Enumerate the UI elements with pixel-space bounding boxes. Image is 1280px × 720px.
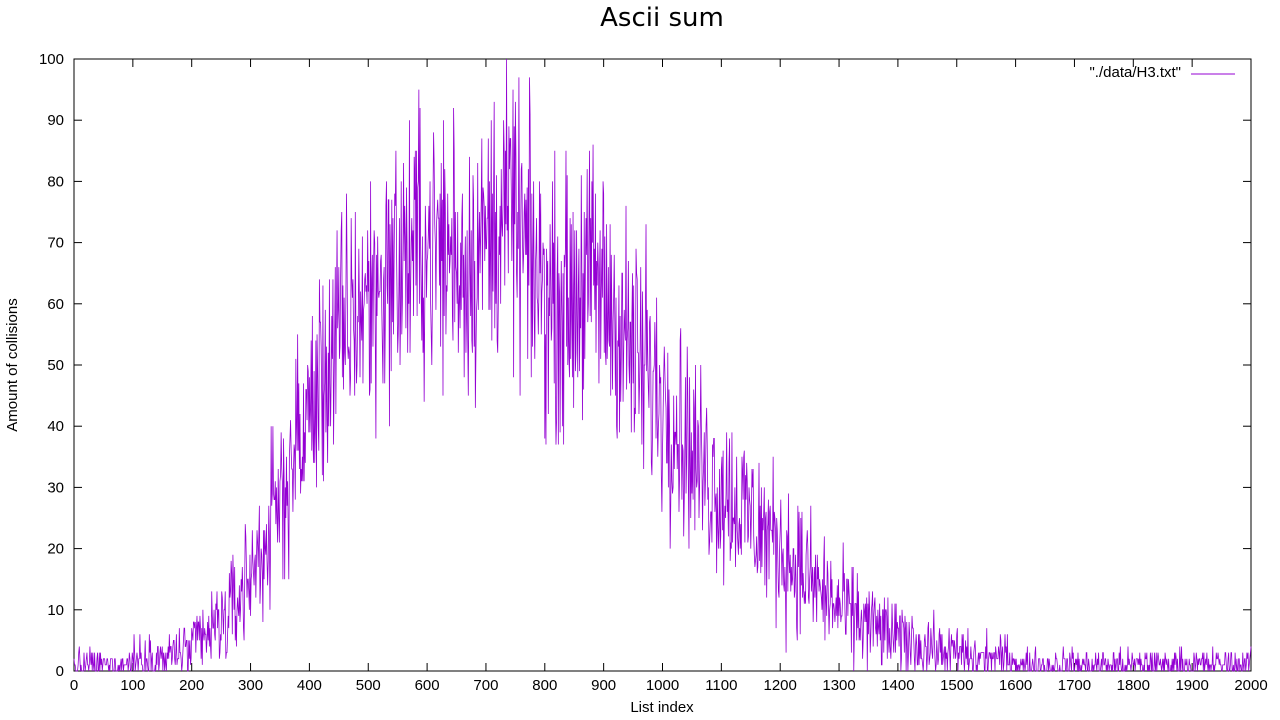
- x-tick-label: 1800: [1117, 677, 1150, 694]
- series-group: [73, 58, 1252, 672]
- x-tick-label: 1200: [764, 677, 797, 694]
- x-tick-label: 400: [297, 677, 322, 694]
- x-tick-label: 1600: [999, 677, 1032, 694]
- x-tick-label: 1100: [705, 677, 737, 694]
- x-axis-title: List index: [630, 699, 694, 716]
- y-tick-label: 80: [47, 173, 64, 190]
- y-tick-label: 50: [47, 357, 64, 374]
- x-tick-label: 700: [473, 677, 498, 694]
- y-tick-label: 20: [47, 541, 64, 558]
- x-tick-label: 1900: [1175, 677, 1208, 694]
- legend: "./data/H3.txt": [1089, 64, 1235, 81]
- series-line: [73, 58, 1252, 672]
- x-tick-label: 1300: [822, 677, 855, 694]
- y-tick-label: 10: [47, 602, 64, 619]
- x-tick-label: 500: [356, 677, 381, 694]
- x-tick-label: 1400: [881, 677, 914, 694]
- y-axis-ticks: 0 10 20 30 40 50 60 70 80 90 100: [39, 51, 1251, 680]
- x-tick-label: 1000: [646, 677, 679, 694]
- x-axis-ticks: 0 100 200 300 400 500 600 700 800 900 1000 1100 1200…: [70, 59, 1268, 694]
- x-tick-label: 300: [238, 677, 263, 694]
- y-tick-label: 0: [56, 663, 64, 680]
- x-tick-label: 200: [179, 677, 204, 694]
- legend-label: "./data/H3.txt": [1089, 64, 1181, 81]
- x-tick-label: 800: [532, 677, 557, 694]
- x-tick-label: 600: [415, 677, 440, 694]
- y-tick-label: 40: [47, 418, 64, 435]
- chart-title: Ascii sum: [600, 3, 724, 33]
- x-tick-label: 100: [120, 677, 145, 694]
- x-tick-label: 1500: [940, 677, 973, 694]
- y-tick-label: 90: [47, 112, 64, 129]
- y-tick-label: 30: [47, 479, 64, 496]
- y-tick-label: 70: [47, 235, 64, 252]
- y-axis-title: Amount of collisions: [4, 298, 21, 431]
- y-tick-label: 60: [47, 296, 64, 313]
- x-tick-label: 2000: [1234, 677, 1267, 694]
- x-tick-label: 0: [70, 677, 78, 694]
- y-tick-label: 100: [39, 51, 64, 68]
- x-tick-label: 1700: [1058, 677, 1091, 694]
- x-tick-label: 900: [591, 677, 616, 694]
